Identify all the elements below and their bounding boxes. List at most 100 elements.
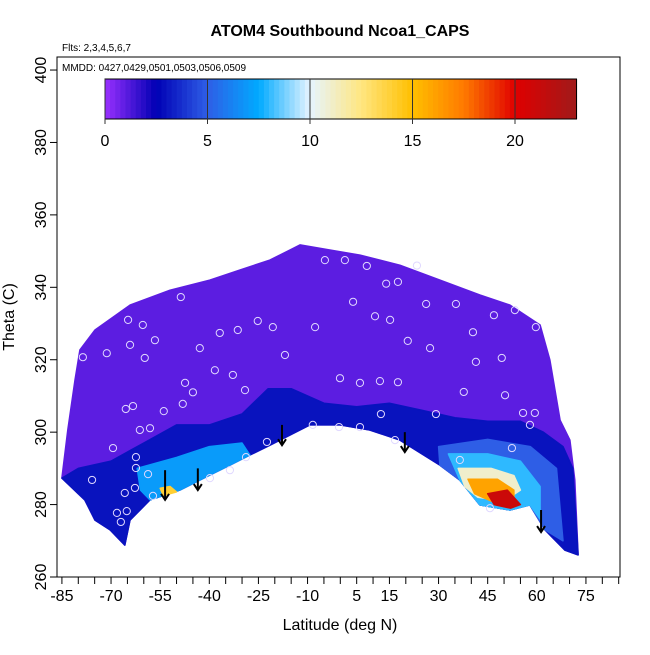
colorbar-cell <box>504 79 511 119</box>
sample-point <box>530 408 539 418</box>
sample-point <box>280 350 290 360</box>
colorbar-cell <box>110 79 116 119</box>
sample-point <box>393 277 403 286</box>
sample-point <box>376 409 386 419</box>
x-tick-label: 45 <box>479 588 497 605</box>
colorbar-cell <box>376 79 383 119</box>
colorbar-cell <box>520 79 526 119</box>
colorbar-cell <box>135 79 142 119</box>
y-axis: 260 280 300 320 340 360 380 400 <box>33 57 57 590</box>
sample-point <box>116 517 125 527</box>
x-axis: -85 -70 -55 -40 -25 -10 5 15 30 45 60 75 <box>50 577 620 605</box>
colorbar-cell <box>320 79 326 119</box>
colorbar-cell <box>571 79 578 119</box>
colorbar-cell <box>509 79 516 119</box>
sample-point <box>403 336 412 345</box>
heatmap-region-red-right <box>486 489 522 509</box>
sample-point <box>150 336 160 345</box>
sample-point <box>390 436 400 445</box>
colorbar-cell <box>315 79 321 119</box>
colorbar-cell <box>402 79 408 119</box>
colorbar-cell <box>304 79 311 119</box>
colorbar-cell <box>525 79 531 119</box>
colorbar-cell <box>299 79 306 119</box>
sample-point <box>497 353 506 363</box>
colorbar-tick-label: 0 <box>101 133 110 150</box>
sample-point <box>468 328 478 337</box>
colorbar-cell <box>125 79 132 119</box>
arrow-head <box>192 483 203 492</box>
sample-point <box>485 504 495 513</box>
colorbar-cell <box>176 79 183 119</box>
x-tick-label: -70 <box>99 588 122 605</box>
sample-point <box>188 388 198 397</box>
colorbar-cell <box>146 79 152 119</box>
colorbar-cell <box>207 79 214 119</box>
down-arrow-icon <box>536 510 546 534</box>
x-tick-label: 60 <box>528 588 546 605</box>
y-tick-label: 300 <box>33 419 50 446</box>
y-tick-label: 320 <box>33 346 50 373</box>
sample-point <box>140 353 149 363</box>
colorbar-tick-label: 10 <box>301 133 319 150</box>
colorbar-cell <box>166 79 173 119</box>
colorbar-cell <box>181 79 188 119</box>
colorbar-cell <box>330 79 337 119</box>
sample-point <box>370 312 380 321</box>
colorbar-cell <box>192 79 198 119</box>
sample-point <box>335 374 345 383</box>
down-arrow-icon <box>160 470 170 502</box>
sample-point <box>120 488 129 498</box>
colorbar-cell <box>289 79 296 119</box>
colorbar-tick-label: 20 <box>506 133 524 150</box>
sample-point <box>308 420 317 430</box>
colorbar-cell <box>345 79 352 119</box>
sample-point <box>320 256 330 265</box>
chart-title: ATOM4 Southbound Ncoa1_CAPS <box>211 23 470 40</box>
colorbar-cell <box>351 79 357 119</box>
y-tick-label: 400 <box>33 57 50 84</box>
sample-point <box>507 443 517 453</box>
down-arrow-icon <box>399 432 410 454</box>
colorbar-cell <box>197 79 203 119</box>
sample-point <box>340 256 349 265</box>
colorbar-cell <box>550 79 557 119</box>
colorbar-cell <box>463 79 470 119</box>
x-tick-label: -55 <box>149 588 172 605</box>
sample-point <box>176 292 185 302</box>
colorbar-cell <box>248 79 255 119</box>
y-tick-label: 340 <box>33 274 50 301</box>
sample-point <box>130 483 140 493</box>
sample-point <box>355 422 365 432</box>
colorbar-cell <box>243 79 250 119</box>
colorbar-cell <box>371 79 378 119</box>
sample-point <box>225 466 235 475</box>
x-tick-label: 75 <box>577 588 595 605</box>
colorbar-cell <box>340 79 347 119</box>
sample-point <box>159 407 168 416</box>
sample-point <box>128 401 138 411</box>
colorbar-cell <box>161 79 168 119</box>
plot-area <box>61 244 579 556</box>
sample-point <box>135 425 144 435</box>
sample-point <box>123 315 133 324</box>
colorbar-cell <box>120 79 127 119</box>
colorbar-cell <box>540 79 547 119</box>
colorbar-cell <box>356 79 362 119</box>
colorbar-cell <box>468 79 475 119</box>
sample-point <box>241 453 251 462</box>
colorbar-cell <box>279 79 285 119</box>
colorbar-cell <box>151 79 157 119</box>
colorbar-cell <box>433 79 439 119</box>
sample-point <box>78 353 87 362</box>
arrow-head <box>536 525 546 534</box>
down-arrow-icon <box>277 424 287 447</box>
colorbar-cell <box>530 79 537 119</box>
sample-point <box>228 370 237 380</box>
sample-point <box>178 399 187 409</box>
x-tick-label: -10 <box>296 588 319 605</box>
colorbar-cell <box>448 79 455 119</box>
sample-point <box>310 323 320 332</box>
sample-point <box>518 408 528 418</box>
y-tick-label: 360 <box>33 201 50 228</box>
